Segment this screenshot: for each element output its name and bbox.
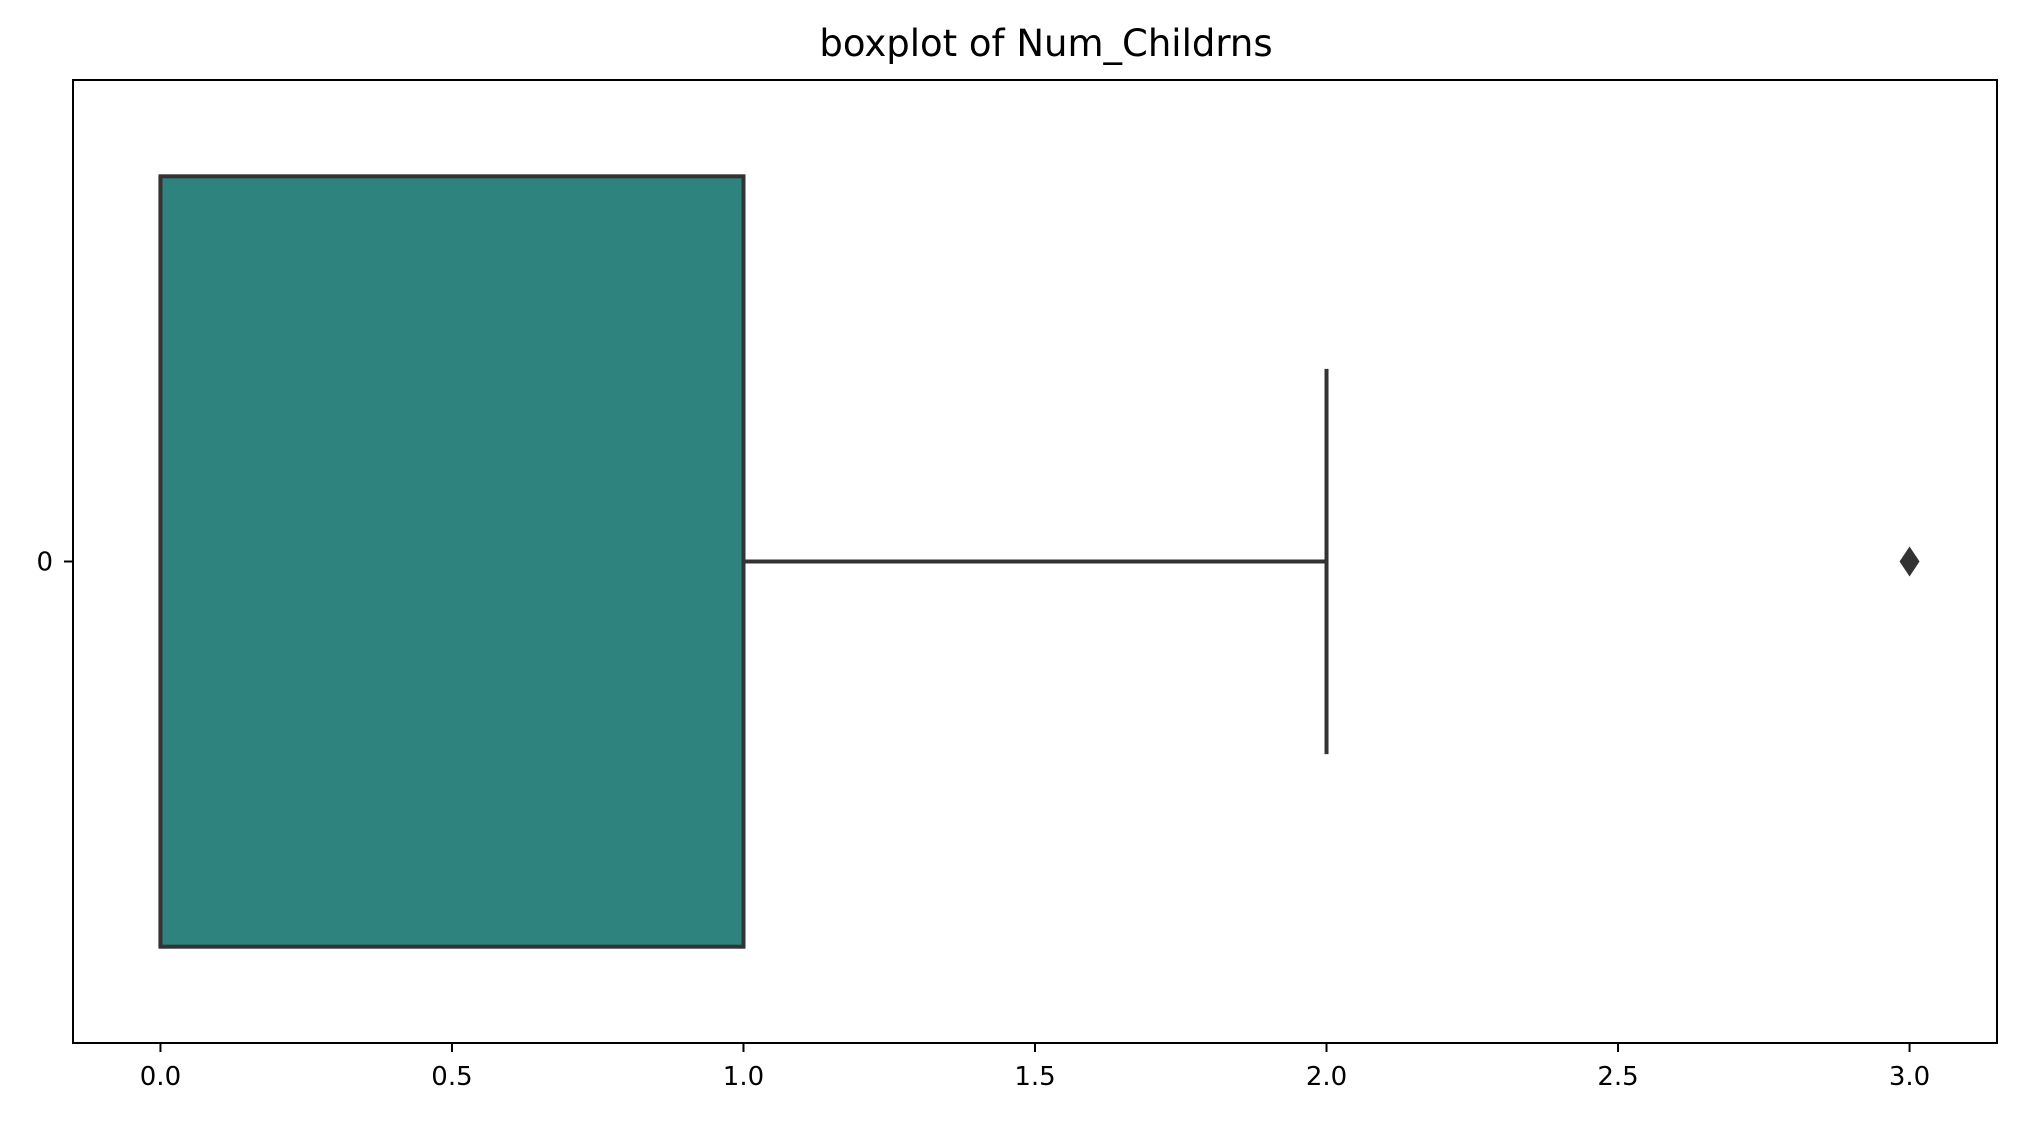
outlier-point (1899, 546, 1920, 577)
x-tick-label: 0.0 (140, 1062, 181, 1092)
x-tick-label: 1.0 (723, 1062, 764, 1092)
x-tick-label: 1.5 (1014, 1062, 1055, 1092)
x-tick-label: 2.0 (1306, 1062, 1347, 1092)
x-tick-label: 3.0 (1889, 1062, 1930, 1092)
x-tick-label: 0.5 (431, 1062, 472, 1092)
plot-area (158, 174, 1920, 949)
chart-title: boxplot of Num_Childrns (819, 22, 1272, 65)
x-axis: 0.0 0.5 1.0 1.5 2.0 2.5 3.0 (140, 1043, 1930, 1092)
y-tick-label: 0 (36, 548, 53, 578)
x-tick-label: 2.5 (1597, 1062, 1638, 1092)
y-axis: 0 (36, 548, 73, 578)
box-iqr (158, 174, 746, 949)
